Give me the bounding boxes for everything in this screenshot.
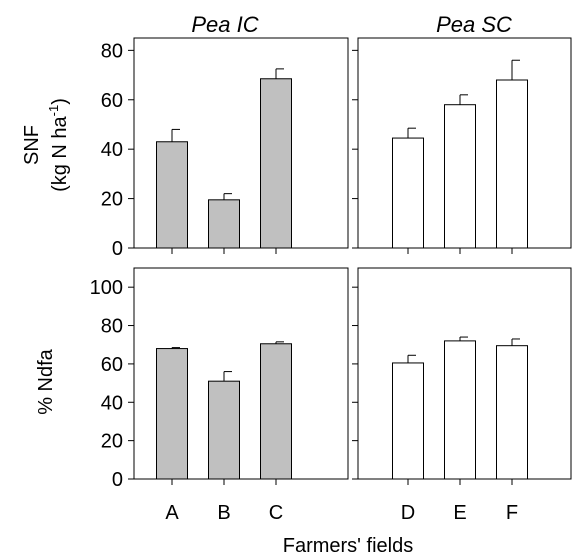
bar-A	[157, 142, 188, 248]
bar-B	[209, 381, 240, 479]
y-tick-label: 60	[101, 354, 123, 376]
x-tick-label-B: B	[217, 502, 230, 524]
bar-A	[157, 349, 188, 479]
y-tick-label: 80	[101, 40, 123, 62]
bar-B	[209, 200, 240, 248]
bar-D	[393, 138, 424, 248]
y-tick-label: 60	[101, 90, 123, 112]
bar-C	[261, 79, 292, 248]
svg-text:SNF: SNF	[21, 125, 43, 165]
bar-F	[497, 346, 528, 479]
x-tick-label-A: A	[165, 502, 179, 524]
svg-text:% Ndfa: % Ndfa	[35, 348, 57, 414]
bar-C	[261, 344, 292, 479]
y-tick-label: 0	[112, 238, 123, 260]
y-axis-label-snf-units: (kg N ha-1)	[46, 98, 71, 192]
chart-panels: 0 20 40 60 80 0 20 40 60 80 100 A B C D E F	[90, 38, 571, 524]
y-tick-label: 80	[101, 316, 123, 338]
panel-title-pea-sc: Pea SC	[436, 12, 512, 37]
panel-top-right	[352, 38, 571, 254]
bar-E	[445, 341, 476, 479]
x-tick-label-F: F	[506, 502, 518, 524]
panel-title-pea-ic: Pea IC	[191, 12, 258, 37]
y-tick-label: 0	[112, 469, 123, 491]
y-tick-label: 20	[101, 431, 123, 453]
x-tick-label-E: E	[453, 502, 466, 524]
bar-E	[445, 105, 476, 248]
panel-top-left: 0 20 40 60 80	[101, 38, 348, 260]
panel-bottom-left: 0 20 40 60 80 100 A B C	[90, 268, 348, 524]
x-tick-label-D: D	[401, 502, 415, 524]
y-tick-label: 40	[101, 139, 123, 161]
y-axis-label-snf: SNF	[21, 125, 43, 165]
y-tick-label: 100	[90, 277, 123, 299]
y-tick-label: 20	[101, 189, 123, 211]
bar-F	[497, 80, 528, 248]
x-axis-label: Farmers' fields	[283, 535, 414, 557]
y-axis-label-ndfa: % Ndfa	[35, 348, 57, 414]
svg-text:(kg N ha-1): (kg N ha-1)	[46, 98, 71, 192]
bar-D	[393, 363, 424, 479]
panel-bottom-right: D E F	[352, 268, 571, 524]
x-tick-label-C: C	[269, 502, 283, 524]
y-tick-label: 40	[101, 392, 123, 414]
